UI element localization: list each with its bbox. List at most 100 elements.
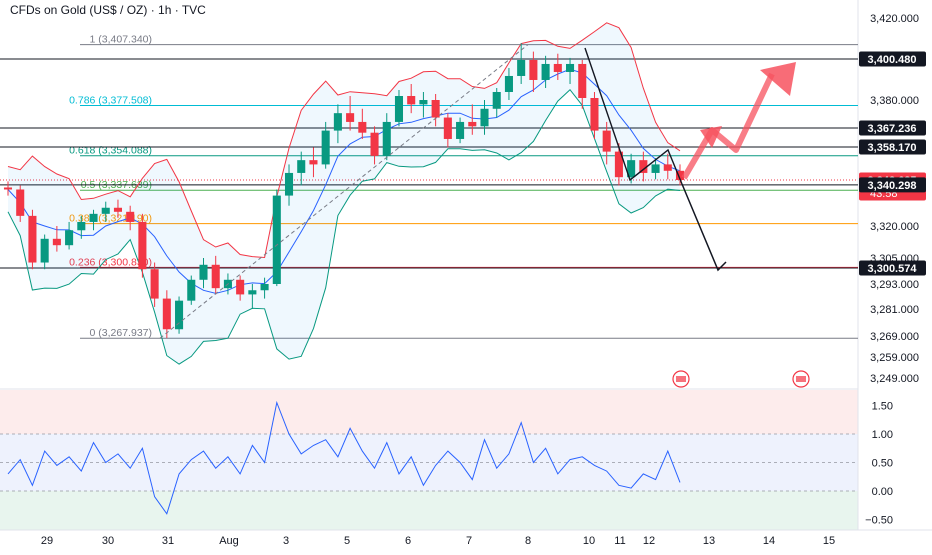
- candle-body-33: [407, 95, 416, 105]
- us-flag-event-stripes-0: [676, 376, 686, 382]
- fib-level-label-0: 1 (3,407.340): [90, 34, 152, 46]
- osc-tick-label-0: 1.50: [872, 401, 893, 413]
- osc-tick-label-4: −0.50: [865, 515, 893, 527]
- osc-oversold-zone: [0, 491, 858, 530]
- time-tick-label-6: 6: [405, 535, 411, 547]
- candle-body-15: [187, 279, 196, 301]
- chart-title: CFDs on Gold (US$ / OZ) · 1h · TVC: [10, 3, 206, 17]
- candle-body-35: [431, 100, 440, 118]
- candle-body-55: [675, 170, 685, 180]
- candle-body-49: [602, 130, 611, 152]
- price-marker-box-2: [859, 139, 926, 155]
- price-tick-label-4: 3,293.000: [870, 279, 919, 291]
- candle-body-48: [590, 97, 599, 131]
- price-tick-label-6: 3,269.000: [870, 331, 919, 343]
- candle-body-45: [553, 63, 562, 72]
- candle-body-36: [443, 117, 452, 139]
- bollinger-fill: [8, 22, 680, 365]
- candle-body-3: [40, 238, 49, 263]
- candle-body-26: [321, 130, 330, 165]
- time-tick-label-7: 7: [466, 535, 472, 547]
- price-marker-label-5: 3,300.574: [868, 263, 918, 275]
- price-marker-box-5: [859, 260, 926, 276]
- candle-body-11: [138, 221, 147, 270]
- candle-body-51: [627, 160, 636, 178]
- osc-overbought-zone: [0, 390, 858, 434]
- price-tick-label-2: 3,320.000: [870, 221, 919, 233]
- candle-body-6: [77, 221, 86, 231]
- candle-body-19: [236, 279, 245, 295]
- candle-body-22: [272, 195, 281, 284]
- fib-trend-line: [159, 44, 529, 339]
- osc-tick-label-1: 1.00: [872, 429, 893, 441]
- candle-body-44: [541, 63, 550, 80]
- candle-body-34: [419, 100, 428, 105]
- price-marker-label-2: 3,358.170: [868, 142, 917, 154]
- fib-level-label-2: 0.618 (3,354.088): [69, 145, 152, 157]
- candle-body-9: [113, 207, 122, 212]
- price-marker-label-1: 3,367.236: [868, 123, 917, 135]
- candle-body-7: [89, 213, 98, 222]
- candle-body-41: [504, 75, 513, 92]
- candle-body-2: [28, 215, 37, 263]
- candle-body-4: [52, 238, 61, 246]
- candle-body-43: [529, 59, 538, 80]
- bullish-arrow-head-icon: [760, 62, 796, 96]
- candle-body-23: [284, 172, 294, 196]
- fib-level-label-6: 0 (3,267.937): [90, 327, 152, 339]
- candle-body-53: [651, 164, 660, 173]
- candle-body-10: [126, 211, 135, 222]
- time-tick-label-10: 11: [614, 535, 625, 547]
- price-tick-label-8: 3,249.000: [870, 373, 919, 385]
- price-marker-box-4: [859, 177, 926, 193]
- candle-body-31: [382, 121, 391, 156]
- candle-body-1: [16, 189, 25, 216]
- bollinger-upper-band: [7, 22, 681, 259]
- candle-body-40: [492, 91, 501, 109]
- candle-body-16: [199, 264, 208, 280]
- candle-body-39: [480, 108, 489, 127]
- candle-body-54: [663, 164, 672, 171]
- candle-body-32: [394, 95, 404, 122]
- price-tick-label-7: 3,259.000: [870, 352, 919, 364]
- oscillator-line: [7, 400, 681, 515]
- time-tick-label-9: 10: [583, 535, 595, 547]
- price-marker-box-1: [859, 120, 926, 136]
- fib-level-label-5: 0.236 (3,300.830): [69, 256, 152, 268]
- price-marker-box-0: [859, 51, 926, 67]
- candle-body-27: [333, 113, 342, 131]
- candle-body-37: [456, 121, 465, 139]
- price-tick-label-1: 3,380.000: [870, 95, 919, 107]
- candle-body-24: [297, 160, 306, 173]
- time-tick-label-11: 12: [643, 535, 655, 547]
- time-tick-label-2: 31: [162, 535, 174, 547]
- candle-body-12: [150, 269, 159, 299]
- candle-body-20: [248, 290, 257, 295]
- down-trend-drawing: [584, 47, 683, 185]
- time-tick-label-5: 5: [344, 535, 350, 547]
- bearish-projection-arrow: [681, 183, 727, 272]
- time-tick-label-1: 30: [102, 535, 114, 547]
- osc-tick-label-3: 0.00: [872, 486, 893, 498]
- candle-body-28: [346, 113, 355, 122]
- time-tick-label-0: 29: [41, 535, 53, 547]
- time-tick-label-14: 15: [823, 535, 835, 547]
- candle-body-17: [211, 264, 220, 289]
- price-marker-label-4: 3,340.298: [868, 180, 917, 192]
- osc-tick-label-2: 0.50: [872, 458, 893, 470]
- time-tick-label-4: 3: [283, 535, 289, 547]
- us-flag-event-stripes-1: [796, 376, 806, 382]
- candle-body-46: [566, 63, 575, 72]
- candle-body-47: [578, 63, 587, 98]
- candle-body-14: [175, 300, 184, 330]
- candle-body-5: [65, 230, 74, 246]
- candle-body-50: [614, 151, 623, 178]
- candle-body-42: [517, 59, 526, 76]
- candle-body-21: [260, 284, 269, 291]
- bullish-projection-arrow: [681, 72, 775, 180]
- time-tick-label-12: 13: [703, 535, 715, 547]
- time-tick-label-8: 8: [525, 535, 531, 547]
- candle-body-13: [162, 298, 171, 330]
